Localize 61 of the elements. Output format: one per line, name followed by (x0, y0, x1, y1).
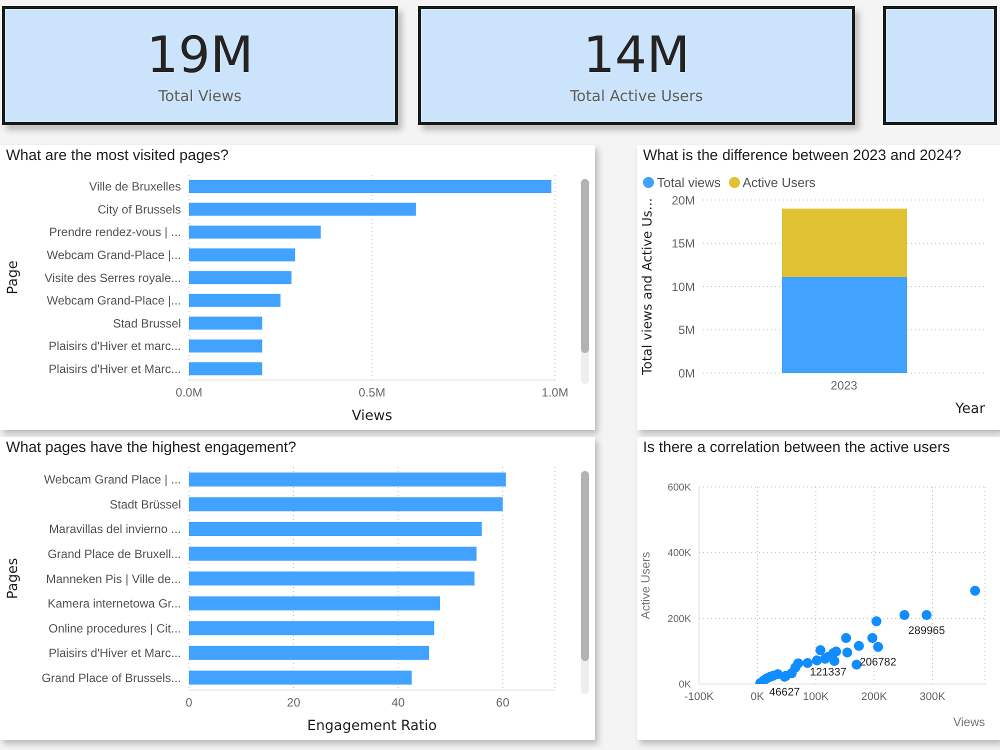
y-tick-label: 0M (678, 366, 695, 380)
x-axis-title: Year (954, 401, 986, 417)
x-tick-label: 1.0M (542, 386, 568, 400)
y-tick-label: Plaisirs d'Hiver et Marc... (48, 646, 181, 660)
y-axis-title: Pages (4, 558, 21, 600)
legend-label: Active Users (742, 175, 816, 190)
y-tick-label: Online procedures | Cit... (48, 621, 181, 636)
y-tick-label: Ville de Bruxelles (89, 180, 181, 194)
x-axis-title: Views (352, 408, 392, 424)
y-tick-label: 5M (678, 323, 695, 338)
x-tick-label: 40 (391, 696, 406, 710)
y-tick-label: City of Brussels (98, 202, 181, 216)
x-tick-label: 0.5M (358, 386, 386, 400)
y-tick-label: Webcam Grand-Place |... (46, 248, 181, 262)
chart-title: What are the most visited pages? (6, 147, 229, 164)
x-axis-title: Views (953, 715, 985, 729)
text: Total Views (157, 87, 243, 105)
text: Total Active Users (569, 87, 704, 105)
x-tick-label: 2023 (830, 378, 858, 393)
y-tick-label: 0K (678, 680, 692, 691)
y-tick-label: Kamera internetowa Gr... (48, 596, 181, 611)
y-tick-label: Manneken Pis | Ville de... (46, 572, 181, 586)
text: 14M (582, 26, 691, 84)
annotation: 289965 (908, 624, 945, 637)
y-tick-label: Visite des Serres royale... (44, 270, 181, 285)
x-tick-label: 100K (802, 690, 830, 703)
y-axis-title: Total views and Active Us... (640, 198, 656, 376)
y-tick-label: 10M (672, 280, 696, 294)
chart-title: What is the difference between 2023 and 2024? (643, 147, 962, 164)
annotation: 46627 (769, 686, 800, 699)
y-tick-label: Prendre rendez-vous | ... (49, 225, 181, 240)
y-axis-title: Active Users (638, 552, 652, 620)
x-tick-label: 20 (286, 696, 301, 710)
x-tick-label: -100K (684, 690, 714, 703)
x-axis-title: Engagement Ratio (307, 718, 437, 734)
y-tick-label: Stadt Brüssel (110, 497, 181, 512)
x-tick-label: 300K (920, 690, 946, 703)
y-tick-label: Webcam Grand Place | ... (44, 472, 181, 487)
y-tick-label: Plaisirs d'Hiver et Marc... (48, 362, 181, 376)
y-tick-label: Grand Place of Brussels... (42, 670, 181, 685)
y-tick-label: Maravillas del invierno ... (48, 522, 181, 536)
x-tick-label: 0K (750, 690, 765, 703)
x-tick-label: 0 (186, 696, 193, 710)
y-tick-label: Plaisirs d'Hiver et marc... (48, 339, 181, 354)
y-tick-label: 200K (668, 614, 692, 625)
annotation: 121337 (810, 666, 847, 679)
x-tick-label: 60 (496, 696, 510, 710)
y-tick-label: 15M (672, 236, 696, 251)
y-axis-title: Page (4, 260, 21, 294)
y-tick-label: Stad Brussel (112, 316, 181, 330)
x-tick-label: 200K (861, 690, 888, 703)
x-tick-label: 0.0M (176, 386, 202, 400)
y-tick-label: Webcam Grand-Place |... (46, 294, 181, 308)
y-tick-label: 600K (668, 482, 692, 494)
y-tick-label: Grand Place de Bruxell... (48, 546, 181, 561)
text: 19M (146, 26, 254, 84)
chart-title: What pages have the highest engagement? (6, 439, 296, 456)
legend-label: Total views (656, 175, 721, 190)
chart-title: Is there a correlation between the active users (643, 439, 950, 456)
y-tick-label: 20M (672, 193, 696, 208)
y-tick-label: 400K (668, 548, 692, 560)
